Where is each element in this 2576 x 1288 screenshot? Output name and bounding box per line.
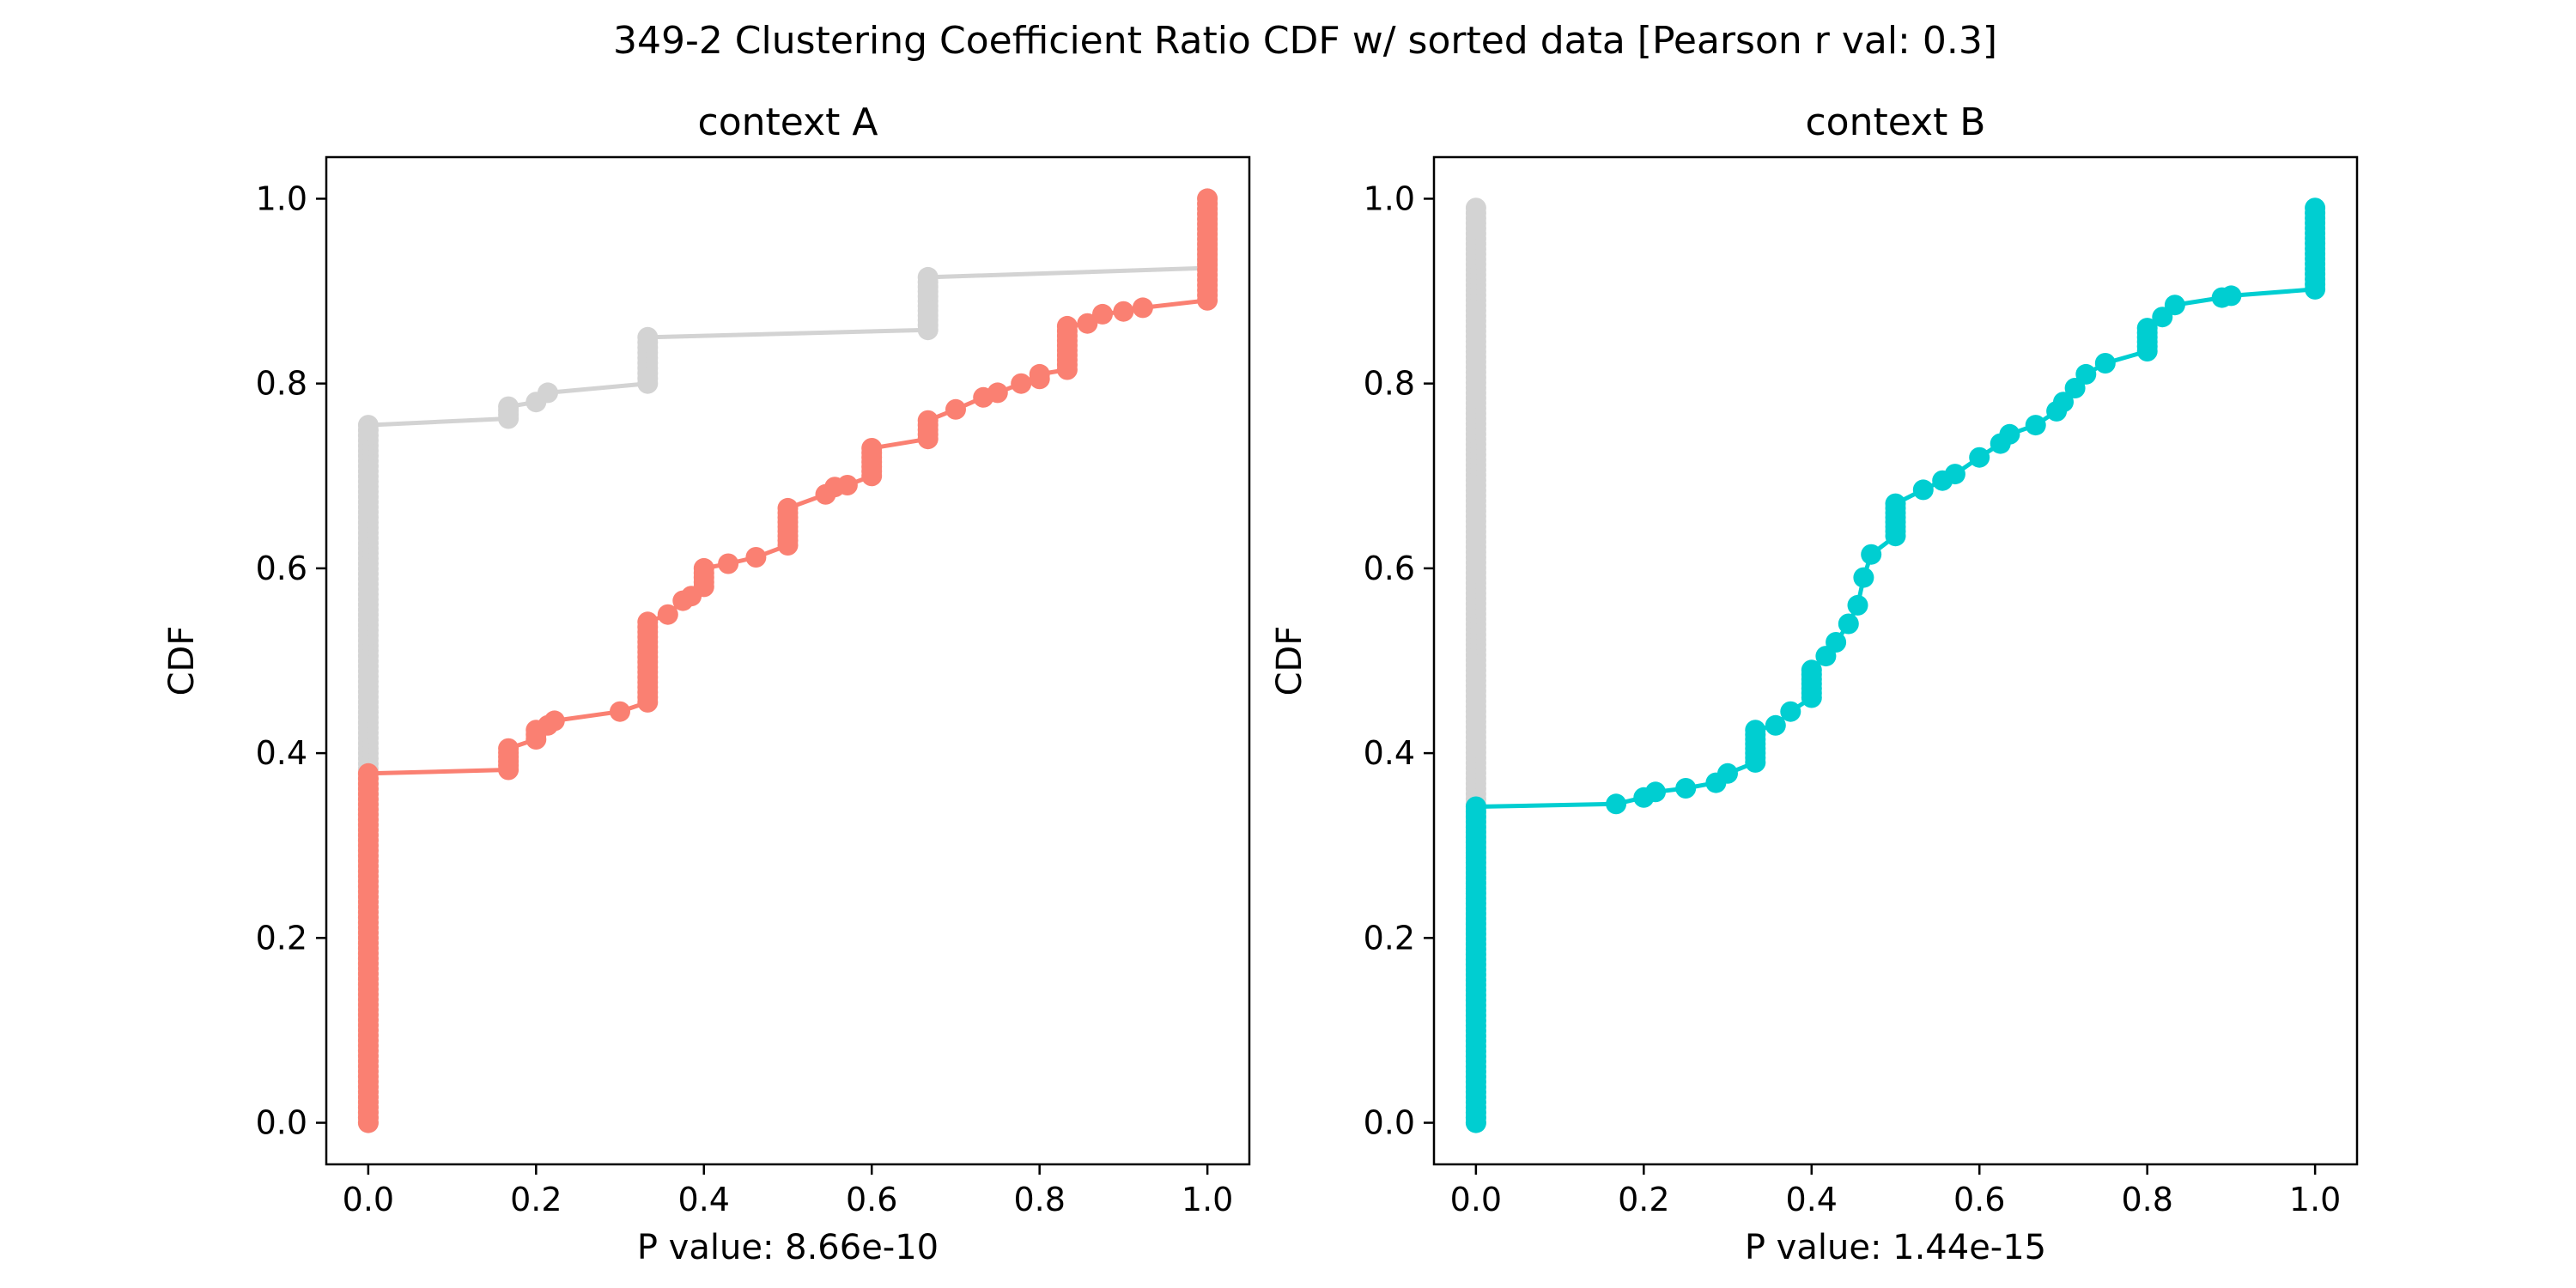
x-tick-label-context-b-5: 1.0 bbox=[2289, 1181, 2341, 1218]
x-axis-label-context-b: P value: 1.44e-15 bbox=[1745, 1228, 2046, 1267]
data-point-context-b-1-34 bbox=[2094, 353, 2116, 374]
data-point-context-a-1-24 bbox=[836, 475, 858, 495]
y-axis-label-context-b: CDF bbox=[1270, 626, 1309, 696]
chart-title-context-a: context A bbox=[698, 100, 878, 144]
data-point-context-a-1-37-fill-8 bbox=[1056, 320, 1078, 342]
data-point-context-a-1-10-fill-15 bbox=[637, 617, 659, 638]
data-point-context-a-1-39 bbox=[1092, 303, 1113, 325]
data-point-context-a-1-27-fill-2 bbox=[861, 442, 883, 464]
x-tick-label-context-b-1: 0.2 bbox=[1618, 1181, 1669, 1218]
data-point-context-a-0-7-fill-8 bbox=[637, 331, 659, 353]
panel-context-a: context A 0.0 0.2 0.4 0.6 0.8 1.0 0.0 0.2 0.4 0.6 0… bbox=[162, 100, 1251, 1267]
data-point-context-b-1-38 bbox=[2164, 295, 2185, 316]
data-point-context-b-1-23 bbox=[1912, 479, 1934, 501]
axes-frame-context-b bbox=[1432, 155, 2359, 1166]
y-tick-label-context-b-4: 0.8 bbox=[1364, 365, 1415, 403]
data-point-context-b-1-13-fill-5 bbox=[1801, 664, 1822, 685]
data-point-context-a-0-3-fill-2 bbox=[498, 400, 519, 422]
data-point-context-a-1-38 bbox=[1077, 313, 1098, 334]
figure-suptitle: 349-2 Clustering Coefficient Ratio CDF w… bbox=[613, 19, 1997, 63]
data-point-context-a-1-40 bbox=[1113, 301, 1134, 322]
data-point-context-b-1-11 bbox=[1780, 701, 1801, 722]
x-tick-label-context-a-0: 0.0 bbox=[343, 1181, 394, 1218]
x-tick-label-context-a-5: 1.0 bbox=[1182, 1181, 1233, 1218]
data-point-context-b-1-1-fill-61 bbox=[1465, 801, 1486, 823]
y-tick-label-context-b-3: 0.6 bbox=[1364, 550, 1415, 587]
y-tick-label-context-b-5: 1.0 bbox=[1364, 179, 1415, 217]
x-axis-label-context-a: P value: 8.66e-10 bbox=[637, 1228, 939, 1267]
data-point-context-b-1-29 bbox=[2025, 415, 2046, 436]
x-tick-label-context-b-2: 0.4 bbox=[1786, 1181, 1838, 1218]
data-point-context-a-0-9-fill-10 bbox=[917, 271, 939, 293]
data-point-context-a-1-43-fill-19 bbox=[1197, 193, 1218, 215]
data-point-context-a-1-11 bbox=[657, 604, 678, 625]
data-point-context-b-1-31 bbox=[2053, 392, 2074, 413]
data-point-context-a-1-15-fill-3 bbox=[693, 562, 714, 584]
data-point-context-b-1-32 bbox=[2064, 378, 2086, 398]
data-point-context-b-1-4 bbox=[1645, 781, 1666, 803]
data-point-context-a-1-1-fill-67 bbox=[357, 768, 379, 789]
chart-title-context-b: context B bbox=[1805, 100, 1985, 144]
data-point-context-a-1-30 bbox=[945, 398, 966, 420]
y-tick-label-context-a-2: 0.4 bbox=[256, 734, 307, 772]
data-point-context-b-1-9-fill-6 bbox=[1745, 724, 1766, 745]
data-point-context-a-1-8 bbox=[610, 701, 630, 722]
data-point-context-a-0-5 bbox=[538, 382, 558, 404]
x-tick-label-context-b-0: 0.0 bbox=[1450, 1181, 1502, 1218]
y-tick-label-context-b-1: 0.2 bbox=[1364, 919, 1415, 957]
axes-frame-context-a bbox=[325, 155, 1251, 1166]
y-tick-label-context-a-0: 0.0 bbox=[256, 1104, 307, 1142]
data-point-context-b-0-1-fill-177 bbox=[1465, 203, 1486, 224]
x-tick-label-context-a-4: 0.8 bbox=[1013, 1181, 1065, 1218]
x-tick-label-context-b-4: 0.8 bbox=[2121, 1181, 2172, 1218]
panel-context-b: context B 0.0 0.2 0.4 0.6 0.8 1.0 0.0 0.2 0.4 0.6 0… bbox=[1270, 100, 2359, 1267]
series-line-context-a-0 bbox=[366, 196, 1210, 1126]
data-point-context-a-1-7 bbox=[544, 710, 565, 732]
y-tick-label-context-a-5: 1.0 bbox=[256, 179, 307, 217]
data-point-context-b-1-15 bbox=[1826, 632, 1847, 653]
data-point-context-b-1-10 bbox=[1765, 714, 1786, 736]
data-point-context-b-1-18 bbox=[1853, 567, 1874, 588]
data-point-context-a-1-41 bbox=[1132, 297, 1153, 319]
y-tick-label-context-a-3: 0.6 bbox=[256, 550, 307, 587]
series-group-context-a bbox=[357, 188, 1218, 1133]
data-point-context-a-1-17 bbox=[745, 547, 767, 568]
data-point-context-a-1-3-fill-4 bbox=[498, 742, 519, 763]
data-point-context-a-1-33 bbox=[1011, 373, 1032, 394]
data-point-context-b-1-25 bbox=[1944, 464, 1965, 485]
data-point-context-a-0-1-fill-135 bbox=[357, 420, 379, 441]
series-group-context-b bbox=[1465, 197, 2326, 1133]
data-point-context-b-1-22-fill-1 bbox=[1885, 497, 1906, 519]
data-point-context-b-1-17 bbox=[1847, 594, 1868, 616]
y-tick-label-context-a-4: 0.8 bbox=[256, 365, 307, 403]
y-axis-label-context-a: CDF bbox=[162, 626, 202, 696]
y-tick-label-context-b-2: 0.4 bbox=[1364, 734, 1415, 772]
x-tick-label-context-a-1: 0.2 bbox=[510, 1181, 562, 1218]
x-tick-label-context-b-3: 0.6 bbox=[1953, 1181, 2005, 1218]
data-point-context-a-1-32 bbox=[987, 382, 1008, 404]
data-point-context-a-1-21 bbox=[777, 497, 799, 519]
y-tick-label-context-a-1: 0.2 bbox=[256, 919, 307, 957]
x-tick-label-context-a-2: 0.4 bbox=[678, 1181, 730, 1218]
y-tick-label-context-b-0: 0.0 bbox=[1364, 1104, 1415, 1142]
data-point-context-b-1-42-fill-15 bbox=[2305, 203, 2326, 224]
data-point-context-a-1-35 bbox=[1029, 363, 1050, 385]
data-point-context-a-1-29-fill-3 bbox=[917, 415, 939, 436]
data-point-context-b-1-28 bbox=[1999, 423, 2020, 445]
data-point-context-b-1-33 bbox=[2075, 363, 2097, 385]
data-point-context-b-1-16 bbox=[1838, 613, 1859, 635]
data-point-context-b-1-7 bbox=[1717, 762, 1738, 784]
data-point-context-b-1-5 bbox=[1675, 778, 1697, 799]
data-point-context-b-1-26 bbox=[1969, 447, 1990, 468]
data-point-context-b-1-40 bbox=[2221, 285, 2242, 307]
data-point-context-b-1-36-fill-4 bbox=[2136, 322, 2158, 343]
data-point-context-b-1-19 bbox=[1861, 544, 1882, 565]
data-point-context-b-1-2 bbox=[1606, 793, 1627, 815]
data-point-context-a-1-16 bbox=[718, 553, 739, 574]
x-tick-label-context-a-3: 0.6 bbox=[846, 1181, 897, 1218]
